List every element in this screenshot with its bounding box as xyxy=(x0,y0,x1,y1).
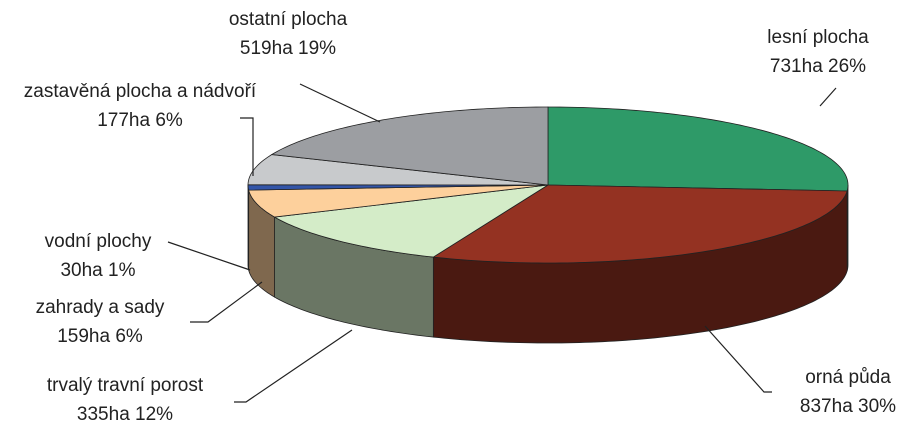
slice-value: 731ha 26% xyxy=(769,56,867,77)
slice xyxy=(547,106,849,192)
slice-value: 159ha 6% xyxy=(57,326,143,347)
slice-label: zahrady a sady 159ha 6% xyxy=(0,293,220,351)
leader-line xyxy=(240,117,254,176)
slice-name: zahrady a sady xyxy=(35,297,165,318)
leader-line xyxy=(704,325,772,393)
pie xyxy=(247,106,849,344)
slice-side xyxy=(247,184,250,271)
slice xyxy=(247,154,549,186)
slice-value: 519ha 19% xyxy=(239,38,337,59)
slice-value: 177ha 6% xyxy=(97,110,183,131)
slice xyxy=(432,184,848,264)
slice-name: ostatní plocha xyxy=(228,9,348,30)
leader-line xyxy=(190,281,263,323)
leader-line xyxy=(819,87,837,107)
slice-name: zastavěná plocha a nádvoří xyxy=(23,81,257,102)
slice-label: lesní plocha 731ha 26% xyxy=(698,23,918,81)
slice-label: trvalý travní porost 335ha 12% xyxy=(5,371,245,429)
slice-name: lesní plocha xyxy=(767,27,869,48)
slice-value: 30ha 1% xyxy=(60,260,136,281)
slice-label: orná půda 837ha 30% xyxy=(728,363,918,421)
slice-name: vodní plochy xyxy=(44,231,152,252)
slice xyxy=(270,106,549,186)
leader-line xyxy=(167,241,251,271)
slice-value: 837ha 30% xyxy=(799,396,897,417)
leader-line xyxy=(234,329,353,403)
slice-value: 335ha 12% xyxy=(76,404,174,425)
leader-line xyxy=(299,83,381,123)
slice xyxy=(273,184,549,258)
slice-label: vodní plochy 30ha 1% xyxy=(0,227,218,285)
slice xyxy=(248,184,549,218)
slice-name: trvalý travní porost xyxy=(46,375,204,396)
slice-name: orná půda xyxy=(805,367,891,388)
slice-label: ostatní plocha 519ha 19% xyxy=(168,5,408,63)
slice-label: zastavěná plocha a nádvoří 177ha 6% xyxy=(20,77,260,135)
